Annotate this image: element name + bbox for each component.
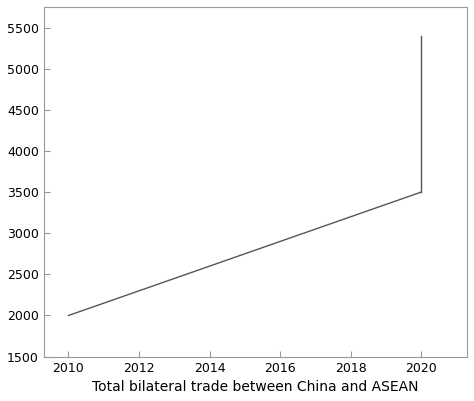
X-axis label: Total bilateral trade between China and ASEAN: Total bilateral trade between China and … — [92, 380, 419, 394]
